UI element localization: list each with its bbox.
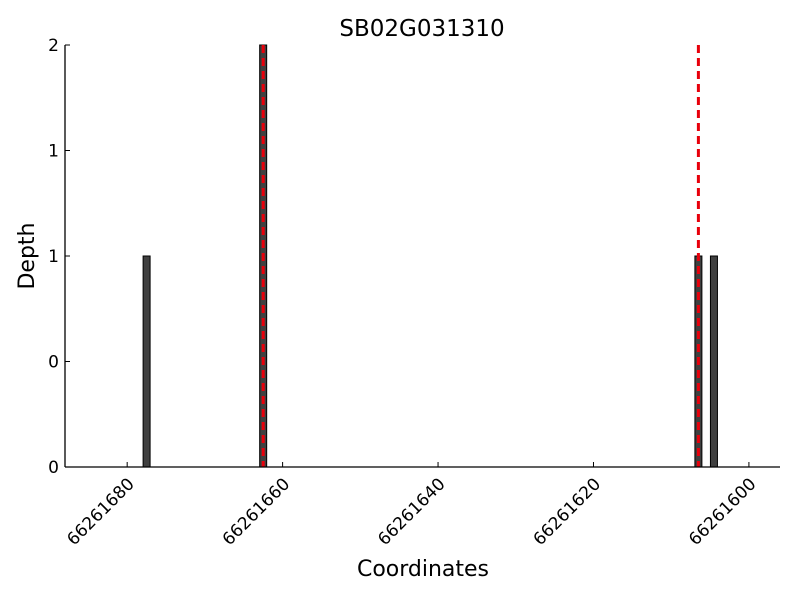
x-tick-label: 66261620 xyxy=(530,474,605,549)
x-tick-label: 66261660 xyxy=(219,474,294,549)
x-axis-ticks: 66261680 66261660 66261640 66261620 66261600 xyxy=(63,462,760,550)
y-axis-title: Depth xyxy=(15,222,40,289)
bars-group xyxy=(142,44,718,468)
chart-title: SB02G031310 xyxy=(339,16,504,42)
y-tick-label: 0 xyxy=(48,458,59,478)
x-tick-label: 66261600 xyxy=(685,474,760,549)
x-tick-label: 66261640 xyxy=(374,474,449,549)
depth-bar xyxy=(142,255,151,468)
x-tick-label: 66261680 xyxy=(63,474,138,549)
y-tick-label: 0 xyxy=(48,353,59,373)
y-tick-label: 1 xyxy=(48,142,59,162)
y-tick-label: 2 xyxy=(48,36,59,56)
y-tick-label: 1 xyxy=(48,247,59,267)
y-axis-ticks: 0 0 1 1 2 xyxy=(48,36,70,478)
depth-bar xyxy=(709,255,718,468)
x-axis-title: Coordinates xyxy=(357,557,489,582)
markers-group xyxy=(261,45,700,467)
